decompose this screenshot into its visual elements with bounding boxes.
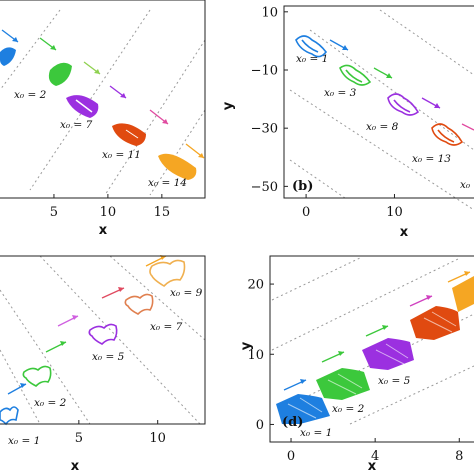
panel-b-annotation-2: x₀ = 3 bbox=[324, 87, 357, 99]
panel-d-annotation-1: x₀ = 1 bbox=[300, 427, 332, 439]
panel-c-x-tick-label: 5 bbox=[75, 431, 83, 446]
panel-b-arrows bbox=[329, 39, 474, 131]
panel-b-y-tick-label: 10 bbox=[261, 5, 278, 20]
panel-a-annotation-1: x₀ = 2 bbox=[14, 89, 47, 101]
panel-d-label: (d) bbox=[282, 415, 303, 430]
panel-b-x-ticks: 0 10 bbox=[302, 194, 403, 220]
panel-d-annotation-3: x₀ = 5 bbox=[378, 375, 411, 387]
panel-d-band-x0-5 bbox=[362, 338, 414, 370]
panel-a-blob-x0-11 bbox=[112, 123, 146, 146]
panel-c-annotation-2: x₀ = 2 bbox=[34, 397, 67, 409]
panel-a-x-tick-label: 15 bbox=[154, 205, 171, 220]
panel-c-frame bbox=[0, 255, 206, 425]
panel-d-trajectories bbox=[276, 276, 474, 424]
panel-d-band-x0-2 bbox=[316, 368, 370, 400]
panel-b-frame bbox=[283, 5, 474, 199]
panel-a-annotation-2: x₀ = 7 bbox=[60, 119, 93, 131]
panel-b-label: (b) bbox=[292, 179, 313, 194]
panel-b-annotation-4: x₀ = 13 bbox=[412, 153, 451, 165]
panel-a-x-tick-label: 10 bbox=[100, 205, 117, 220]
panel-d-ylabel: y bbox=[239, 341, 254, 350]
panel-c-loop-x0-1 bbox=[0, 406, 19, 426]
panel-a-blob-x0-1 bbox=[0, 47, 16, 66]
panel-c-trajectories bbox=[0, 259, 186, 426]
panel-d-arrows bbox=[283, 271, 471, 391]
panel-d-band-5 bbox=[452, 276, 474, 312]
panel-d-xlabel: x bbox=[368, 459, 377, 474]
panel-a-blob-x0-14 bbox=[158, 153, 197, 180]
panel-b-y-tick-label: −30 bbox=[251, 122, 278, 137]
panel-b-loop-x0-1 bbox=[295, 35, 328, 58]
panel-a-x-ticks: 5 10 15 bbox=[50, 194, 170, 220]
panel-c-x-ticks: 5 10 bbox=[75, 420, 166, 446]
panel-d-x-tick-label: 8 bbox=[455, 449, 463, 464]
panel-b-annotation-3: x₀ = 8 bbox=[366, 121, 399, 133]
panel-c-guides bbox=[0, 255, 206, 425]
panel-b-x-tick-label: 0 bbox=[302, 205, 310, 220]
panel-d-y-tick-label: 10 bbox=[247, 348, 264, 363]
panel-a-arrows bbox=[1, 29, 205, 159]
panel-d-y-tick-label: 0 bbox=[256, 418, 264, 433]
panel-c-x-tick-label: 10 bbox=[149, 431, 166, 446]
panel-c-loop-x0-5 bbox=[88, 323, 118, 345]
panel-a-blob-x0-2 bbox=[48, 62, 72, 86]
panel-d-y-ticks: 0 10 20 bbox=[247, 278, 274, 433]
panel-b-xlabel: x bbox=[400, 225, 409, 240]
panel-a-annotation-4: x₀ = 14 bbox=[148, 177, 187, 189]
panel-c-annotation-5: x₀ = 9 bbox=[170, 287, 203, 299]
panel-c-arrows bbox=[7, 255, 167, 395]
panel-c-loop-x0-7 bbox=[124, 293, 154, 315]
panel-a-trajectories bbox=[0, 47, 197, 180]
panel-d-y-tick-label: 20 bbox=[247, 278, 264, 293]
panel-c-annotation-3: x₀ = 5 bbox=[92, 351, 125, 363]
panel-b-ylabel: y bbox=[221, 101, 236, 110]
panel-c-annotation-4: x₀ = 7 bbox=[150, 321, 183, 333]
panel-c: x₀ = 1 x₀ = 2 x₀ = 5 x₀ = 7 x₀ = 9 5 10 x bbox=[0, 255, 206, 474]
panel-c-xlabel: x bbox=[71, 459, 80, 474]
panel-c-loop-x0-9 bbox=[149, 259, 186, 288]
panel-b-loop-x0-3 bbox=[339, 64, 372, 86]
panel-a-guides bbox=[0, 9, 206, 196]
panel-d-annotation-2: x₀ = 2 bbox=[332, 403, 365, 415]
panel-b-y-tick-label: −50 bbox=[251, 180, 278, 195]
panel-a-frame bbox=[0, 0, 206, 199]
panel-d-x-ticks: 0 4 8 bbox=[287, 438, 463, 464]
panel-b-y-tick-label: −10 bbox=[251, 64, 278, 79]
panel-b-trajectories bbox=[295, 35, 464, 146]
panel-d: x₀ = 1 x₀ = 2 x₀ = 5 (d) 0 4 8 0 10 20 x y bbox=[239, 255, 474, 474]
panel-d-band-x0-1 bbox=[276, 394, 330, 424]
panel-a-x-tick-label: 5 bbox=[50, 205, 58, 220]
panel-c-loop-x0-2 bbox=[22, 365, 52, 387]
panel-a-annotation-3: x₀ = 11 bbox=[102, 149, 141, 161]
panel-b: x₀ = 1 x₀ = 3 x₀ = 8 x₀ = 13 x₀ = 1 (b) … bbox=[221, 5, 474, 240]
panel-d-x-tick-label: 4 bbox=[371, 449, 379, 464]
panel-d-frame bbox=[269, 255, 474, 443]
panel-b-loop-x0-8 bbox=[387, 93, 420, 116]
panel-a-xlabel: x bbox=[99, 223, 108, 238]
panel-b-x-tick-label: 10 bbox=[386, 205, 403, 220]
panel-b-loop-x0-13 bbox=[431, 123, 464, 146]
panel-d-x-tick-label: 0 bbox=[287, 449, 295, 464]
panel-b-guides bbox=[289, 9, 474, 211]
panel-a: x₀ = 2 x₀ = 7 x₀ = 11 x₀ = 14 5 10 15 x bbox=[0, 0, 206, 238]
panel-b-annotation-1: x₀ = 1 bbox=[296, 53, 328, 65]
panel-a-blob-x0-7 bbox=[66, 95, 99, 118]
panel-b-annotation-5: x₀ = 1 bbox=[460, 179, 474, 191]
panel-b-y-ticks: 10 −10 −30 −50 bbox=[251, 5, 288, 195]
panel-c-annotation-1: x₀ = 1 bbox=[8, 435, 40, 447]
